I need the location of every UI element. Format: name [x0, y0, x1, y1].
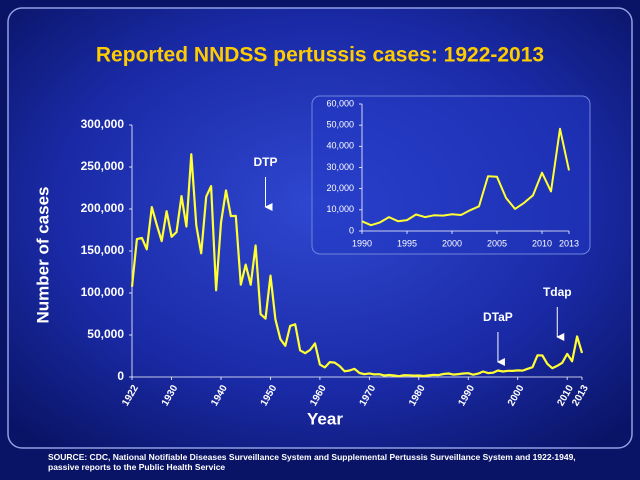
y-tick-label: 100,000	[81, 285, 125, 299]
y-tick-label: 30,000	[326, 162, 354, 172]
inset-panel	[311, 95, 591, 255]
annotation: DTP	[254, 155, 278, 169]
y-tick-label: 0	[349, 225, 354, 235]
x-tick-label: 2013	[559, 238, 579, 248]
chart-title: Reported NNDSS pertussis cases: 1922-201…	[96, 44, 544, 67]
y-tick-label: 200,000	[81, 201, 125, 215]
y-tick-label: 250,000	[81, 159, 125, 173]
y-tick-label: 20,000	[326, 183, 354, 193]
y-tick-label: 10,000	[326, 204, 354, 214]
data-line	[361, 127, 570, 227]
y-tick-label: 50,000	[326, 120, 354, 130]
y-tick-label: 60,000	[326, 98, 354, 108]
y-tick-label: 50,000	[87, 327, 124, 341]
footnote-box: SOURCE: CDC, National Notifiable Disease…	[48, 452, 576, 472]
annotation: Tdap	[543, 285, 572, 299]
y-tick-label: 150,000	[81, 243, 125, 257]
y-tick-label: 40,000	[326, 141, 354, 151]
annotation: DTaP	[483, 310, 513, 324]
y-tick-label: 300,000	[81, 117, 125, 131]
y-tick-label: 0	[117, 369, 124, 383]
x-tick-label: 1990	[352, 238, 372, 248]
data-line	[130, 153, 584, 378]
footnote: SOURCE: CDC, National Notifiable Disease…	[48, 452, 576, 472]
x-tick-label: 1995	[397, 238, 417, 248]
x-tick-label: 2000	[442, 238, 462, 248]
y-axis-label: Number of cases	[33, 187, 52, 324]
x-tick-label: 2005	[487, 238, 507, 248]
x-tick-label: 2010	[532, 238, 552, 248]
x-axis-label: Year	[307, 409, 343, 428]
